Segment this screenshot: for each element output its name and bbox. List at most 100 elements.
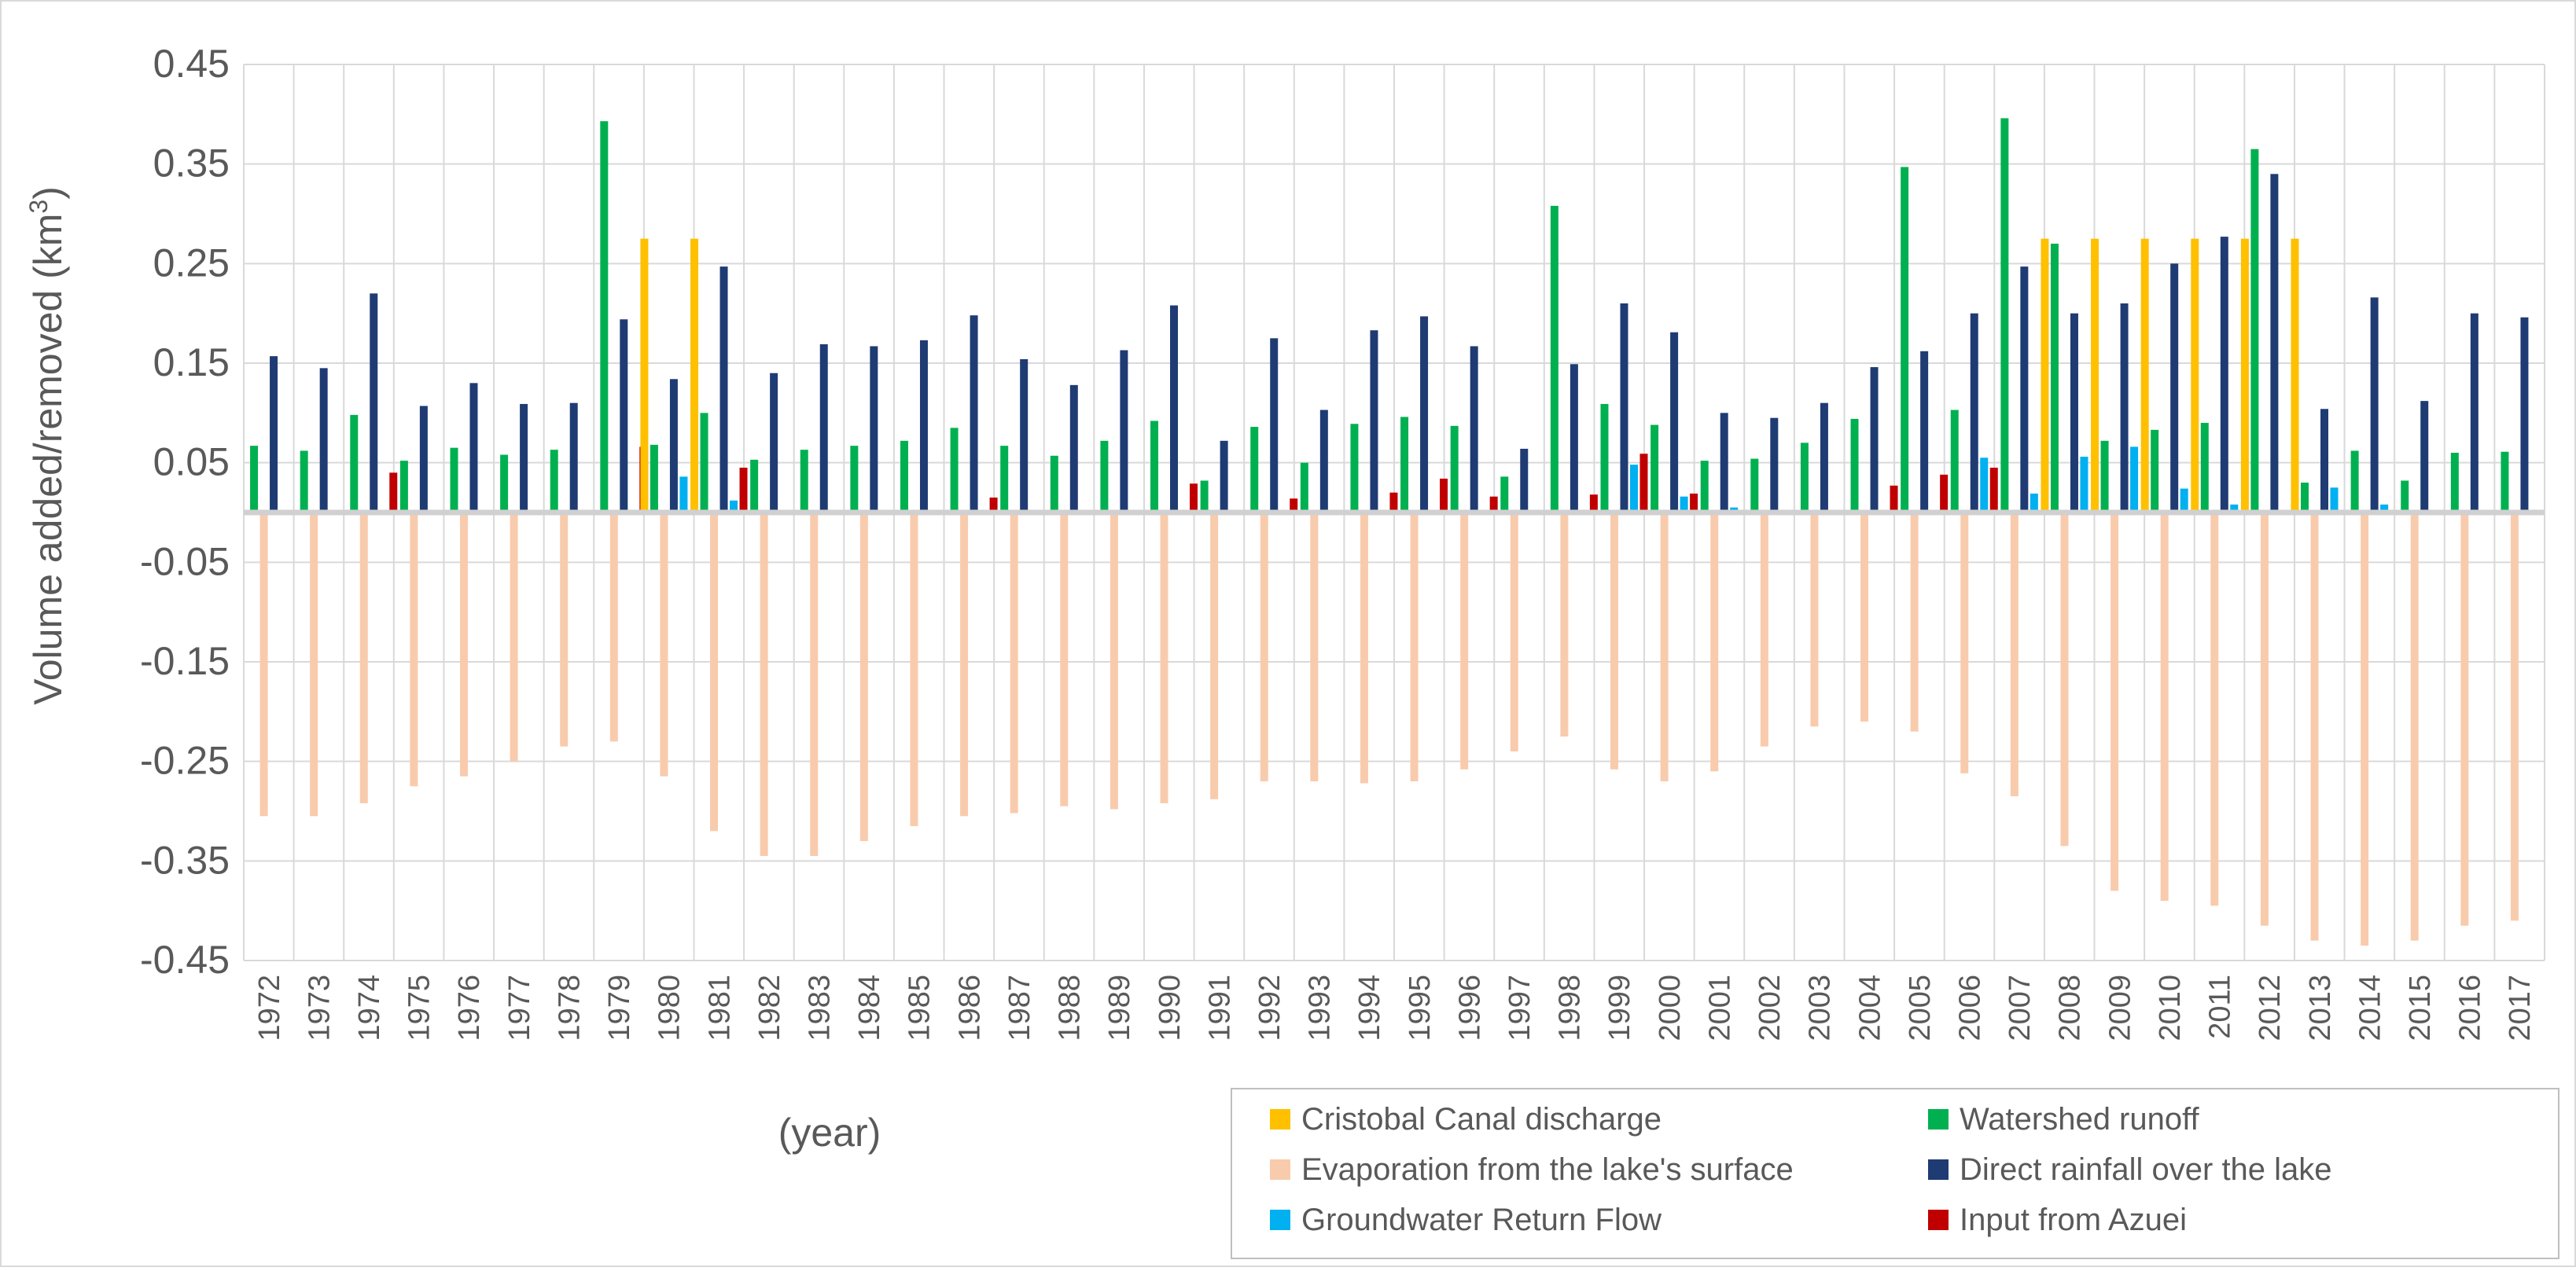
bar <box>2120 303 2129 512</box>
legend-item: Groundwater Return Flow <box>1270 1196 1662 1243</box>
bar <box>1970 313 1978 512</box>
bar <box>2060 512 2069 847</box>
bar <box>1800 443 1809 512</box>
bar <box>1860 512 1869 722</box>
legend-label: Cristobal Canal discharge <box>1301 1101 1662 1137</box>
bar <box>469 383 478 512</box>
y-tick-label: -0.35 <box>140 838 230 882</box>
bar <box>1710 512 1719 772</box>
bar <box>2010 512 2018 796</box>
bar <box>1700 461 1709 512</box>
y-tick-label: -0.25 <box>140 739 230 783</box>
bar <box>300 450 308 512</box>
bar <box>1639 454 1648 512</box>
bar <box>2110 512 2119 891</box>
bar <box>859 512 868 841</box>
bar <box>1570 364 1578 512</box>
bar <box>1170 305 1179 512</box>
bar <box>1160 512 1168 803</box>
bar <box>510 512 518 762</box>
bar <box>1770 417 1779 512</box>
x-tick-label: 1995 <box>1404 975 1437 1041</box>
x-tick-label: 1988 <box>1054 975 1087 1041</box>
legend-swatch <box>1270 1210 1290 1230</box>
bar <box>2450 453 2459 512</box>
bar <box>1050 455 1058 512</box>
bar <box>1020 358 1029 512</box>
bar <box>1940 474 1949 512</box>
legend-item: Direct rainfall over the lake <box>1928 1146 2332 1193</box>
bar <box>1460 512 1469 770</box>
bar <box>800 450 808 512</box>
bar <box>410 512 418 787</box>
bar <box>989 498 998 512</box>
x-tick-label: 1986 <box>953 975 986 1041</box>
bar <box>2140 238 2149 512</box>
bar <box>1520 448 1529 512</box>
bar <box>2041 238 2049 512</box>
bar <box>1220 440 1228 512</box>
bar <box>900 440 908 512</box>
bar <box>710 512 719 832</box>
bar <box>2000 118 2009 512</box>
bar <box>2291 238 2299 512</box>
bar <box>2100 440 2109 512</box>
bar <box>370 293 378 512</box>
y-tick-label: 0.45 <box>153 42 230 86</box>
bar <box>500 454 509 512</box>
bar <box>1820 402 1828 512</box>
x-tick-label: 1993 <box>1304 975 1337 1041</box>
bar <box>399 461 408 512</box>
bar <box>1150 421 1159 512</box>
bar <box>1190 483 1198 512</box>
bar <box>459 512 468 777</box>
x-tick-label: 1981 <box>703 975 736 1041</box>
bar <box>2191 238 2199 512</box>
bar <box>1680 496 1688 512</box>
bar <box>770 373 778 512</box>
legend-item: Watershed runoff <box>1928 1096 2199 1143</box>
bar <box>2470 313 2478 512</box>
bar <box>2200 423 2209 512</box>
bar <box>2410 512 2419 941</box>
x-tick-label: 1990 <box>1154 975 1187 1041</box>
y-tick-label: -0.15 <box>140 639 230 683</box>
bar <box>2180 488 2188 512</box>
bar <box>1270 338 1279 512</box>
legend-label: Watershed runoff <box>1960 1101 2199 1137</box>
bar <box>2230 504 2239 512</box>
x-tick-label: 1977 <box>503 975 536 1041</box>
x-tick-label: 1974 <box>353 975 386 1041</box>
bar <box>2210 512 2219 906</box>
bar <box>2030 493 2038 512</box>
bar <box>2240 238 2249 512</box>
bar <box>970 315 978 512</box>
bar <box>1989 468 1998 512</box>
bar <box>1360 512 1368 784</box>
bar <box>1960 512 1969 773</box>
bar <box>700 413 708 512</box>
bar <box>1720 413 1728 512</box>
x-tick-label: 1978 <box>553 975 586 1041</box>
bar <box>2320 409 2329 512</box>
bar <box>1069 384 1078 512</box>
bar <box>2350 450 2359 512</box>
bar <box>1950 410 1959 512</box>
bar <box>1910 512 1919 732</box>
x-tick-label: 2011 <box>2204 975 2237 1039</box>
bar <box>640 238 649 512</box>
bar <box>1060 512 1069 806</box>
x-tick-label: 2014 <box>2353 975 2386 1041</box>
bar <box>1589 494 1598 512</box>
bar <box>660 512 668 777</box>
x-tick-label: 2017 <box>2504 975 2537 1041</box>
legend-label: Direct rainfall over the lake <box>1960 1152 2332 1187</box>
x-tick-label: 1979 <box>603 975 636 1041</box>
legend-label: Input from Azuei <box>1960 1202 2188 1237</box>
y-tick-label: -0.05 <box>140 539 230 583</box>
bar <box>1470 346 1478 512</box>
bar <box>2220 237 2228 512</box>
x-tick-label: 1987 <box>1003 975 1036 1041</box>
x-tick-label: 1984 <box>853 975 886 1041</box>
